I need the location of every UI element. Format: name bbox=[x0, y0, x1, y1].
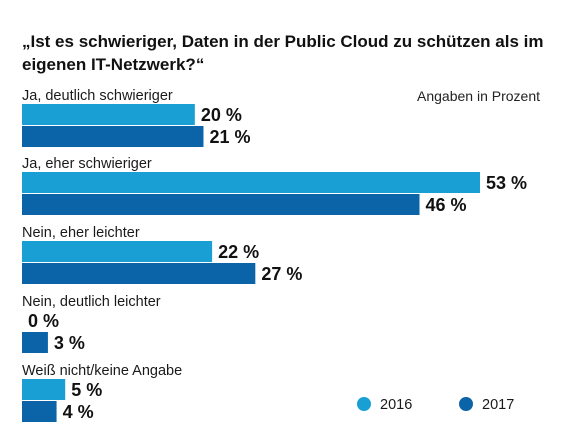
category-label: Nein, eher leichter bbox=[22, 225, 140, 241]
bar-2017 bbox=[22, 332, 48, 353]
category-label: Weiß nicht/keine Angabe bbox=[22, 363, 182, 379]
legend-label-2017: 2017 bbox=[482, 397, 514, 413]
category-label: Ja, deutlich schwieriger bbox=[22, 88, 173, 104]
bar-2016 bbox=[22, 104, 195, 125]
unit-note: Angaben in Prozent bbox=[417, 88, 540, 104]
value-label: 53 % bbox=[486, 173, 527, 193]
bar-2017 bbox=[22, 401, 57, 422]
value-label: 3 % bbox=[54, 333, 85, 353]
category-label: Ja, eher schwieriger bbox=[22, 156, 152, 172]
value-label: 22 % bbox=[218, 242, 259, 262]
value-label: 27 % bbox=[261, 264, 302, 284]
category-label: Nein, deutlich leichter bbox=[22, 294, 161, 310]
value-label: 21 % bbox=[209, 127, 250, 147]
bar-2016 bbox=[22, 379, 66, 400]
bar-2017 bbox=[22, 263, 256, 284]
bar-2017 bbox=[22, 126, 204, 147]
value-label: 46 % bbox=[426, 195, 467, 215]
bar-2016 bbox=[22, 241, 213, 262]
legend-marker-2017 bbox=[459, 397, 473, 411]
value-label: 5 % bbox=[71, 380, 102, 400]
bar-2016 bbox=[22, 172, 480, 193]
value-label: 20 % bbox=[201, 105, 242, 125]
value-label: 0 % bbox=[28, 311, 59, 331]
bar-2017 bbox=[22, 194, 420, 215]
value-label: 4 % bbox=[63, 402, 94, 422]
legend-marker-2016 bbox=[357, 397, 371, 411]
chart-title: „Ist es schwieriger, Daten in der Public… bbox=[22, 32, 544, 74]
legend-label-2016: 2016 bbox=[380, 397, 412, 413]
